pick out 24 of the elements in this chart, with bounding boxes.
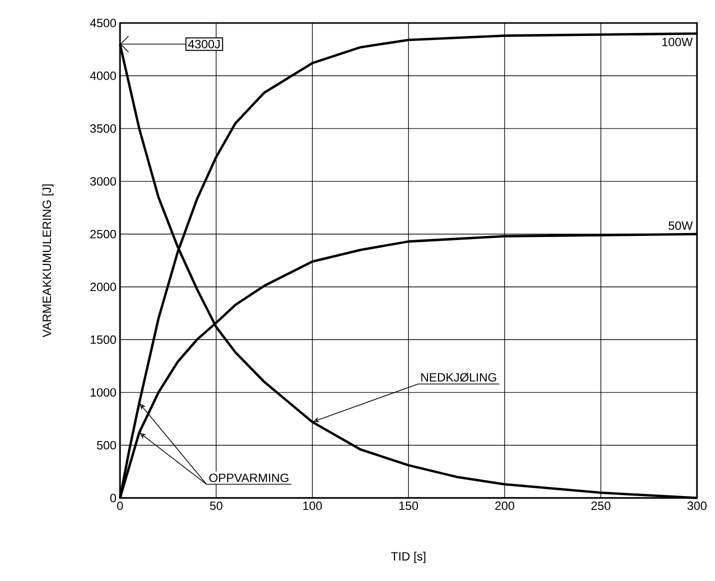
x-tick-label: 300 — [687, 502, 707, 510]
annotation: NEDKJØLING — [421, 372, 496, 382]
y-tick-label: 4000 — [90, 72, 116, 80]
x-tick-label: 250 — [591, 502, 610, 510]
y-tick-label: 1500 — [90, 335, 116, 344]
y-tick-label: 0 — [110, 494, 116, 502]
series-label: 100W — [662, 38, 693, 46]
x-tick-label: 50 — [210, 502, 222, 510]
x-tick-label: 150 — [399, 502, 418, 510]
series-label: 50W — [668, 221, 693, 230]
x-tick-label: 0 — [117, 502, 123, 510]
y-tick-label: 4500 — [90, 18, 116, 28]
y-tick-label: 3000 — [90, 177, 116, 186]
y-tick-label: 2500 — [90, 230, 116, 238]
y-tick-label: 1000 — [90, 388, 116, 397]
y-tick-label: 2000 — [90, 282, 116, 292]
x-tick-label: 100 — [303, 502, 322, 510]
annotation: 4300J — [188, 40, 220, 48]
y-tick-label: 3500 — [90, 124, 116, 133]
x-tick-label: 200 — [495, 502, 514, 510]
y-axis-title: VARMEAKKUMULERING [J] — [42, 184, 54, 338]
x-axis-title: TID [s] — [391, 552, 426, 563]
y-tick-label: 500 — [96, 440, 116, 450]
annotation: OPPVARMING — [209, 474, 288, 482]
